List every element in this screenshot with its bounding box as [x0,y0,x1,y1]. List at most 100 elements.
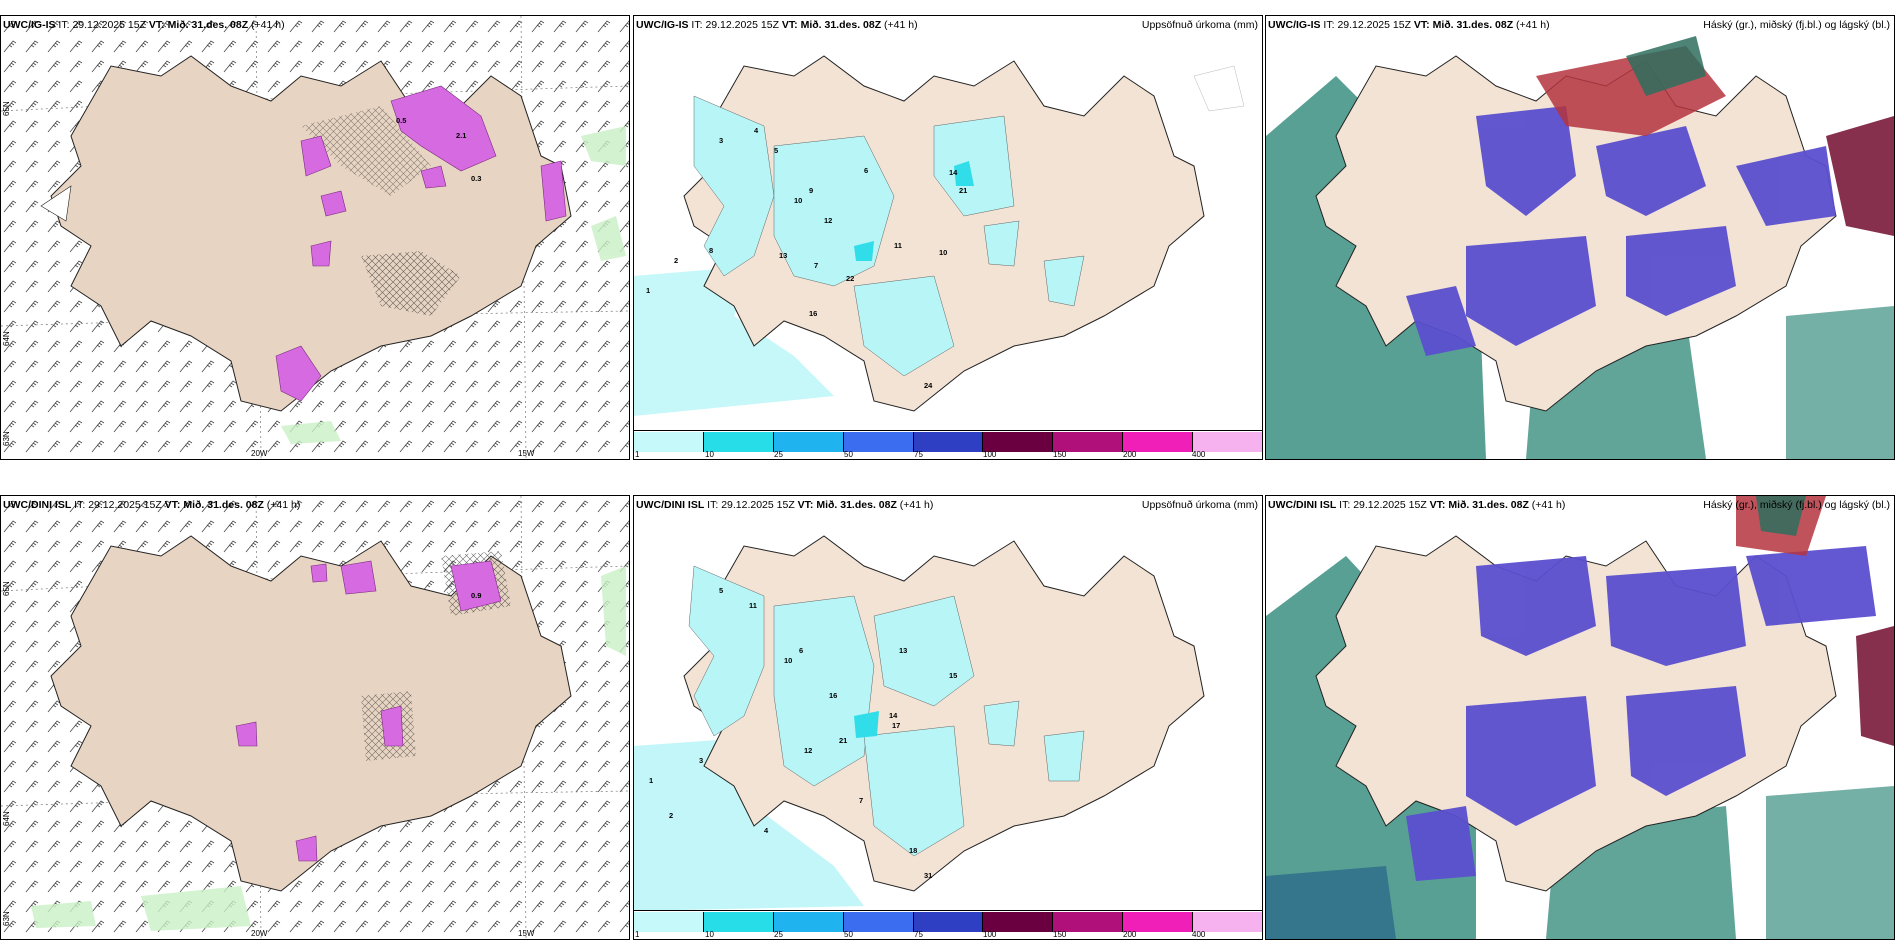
colorbar-tick: 400 [1192,450,1206,459]
precip-value: 4 [764,826,769,835]
precip-value: 14 [889,711,898,720]
precip-value: 13 [899,646,908,655]
precip-map [634,535,1205,911]
colorbar-tick: 150 [1053,930,1067,939]
panel-header: UWC/IG-IS IT: 29.12.2025 15Z VT: Mið. 31… [3,19,285,31]
colorbar-tick: 10 [705,450,714,459]
model-name: UWC/DINI ISL [1268,499,1337,511]
precip-value: 16 [809,309,818,318]
precip-value: 8 [709,246,714,255]
colorbar-tick: 75 [914,930,923,939]
precip-value: 5 [719,586,724,595]
panel-wind-row1: UWC/IG-IS IT: 29.12.2025 15Z VT: Mið. 31… [0,15,630,460]
colorbar-tick: 400 [1192,930,1206,939]
colorbar-swatch [982,912,1053,932]
precip-map [634,55,1245,416]
colorbar-swatch [702,912,773,932]
precip-value: 16 [829,691,838,700]
precip-value: 12 [824,216,833,225]
panel-header: UWC/DINI ISL IT: 29.12.2025 15Z VT: Mið.… [1268,499,1566,511]
wind-value-label: 0.9 [471,591,482,600]
precip-value: 10 [939,248,948,257]
colorbar-swatch [702,432,773,452]
precip-value: 15 [949,671,958,680]
colorbar-swatch [1052,432,1123,452]
lat-label: 63N [2,911,11,926]
precip-value: 22 [846,274,855,283]
precip-value: 4 [754,126,759,135]
cloud-map [1266,496,1894,939]
panel-header: UWC/DINI ISL IT: 29.12.2025 15Z VT: Mið.… [3,499,301,511]
colorbar-swatch [1122,912,1193,932]
lat-label: 65N [2,581,11,596]
panel-precip-row1: UWC/IG-IS IT: 29.12.2025 15Z VT: Mið. 31… [633,15,1263,460]
colorbar-tick: 25 [774,930,783,939]
lon-label: 20W [251,449,268,458]
precip-value: 6 [799,646,804,655]
lon-label: 15W [518,449,535,458]
precip-value: 21 [839,736,848,745]
precip-value: 3 [699,756,704,765]
panel-header: UWC/IG-IS IT: 29.12.2025 15Z VT: Mið. 31… [636,19,918,31]
colorbar-tick: 100 [983,930,997,939]
precip-value: 5 [774,146,779,155]
colorbar-tick: 1 [635,930,640,939]
colorbar-tick: 150 [1053,450,1067,459]
model-name: UWC/DINI ISL [3,499,72,511]
colorbar-swatch [1192,432,1262,452]
wind-value-label: 2.1 [456,131,467,140]
precip-title: Uppsöfnuð úrkoma (mm) [1141,499,1258,511]
precip-value: 31 [924,871,933,880]
precip-value: 12 [804,746,813,755]
panel-cloud-row2: UWC/DINI ISL IT: 29.12.2025 15Z VT: Mið.… [1265,495,1895,940]
precip-value: 1 [649,776,654,785]
precip-value: 21 [959,186,968,195]
panel-precip-row2: UWC/DINI ISL IT: 29.12.2025 15Z VT: Mið.… [633,495,1263,940]
model-name: UWC/IG-IS [3,19,56,31]
colorbar-swatch [912,432,983,452]
wind-value-label: 0.5 [396,116,407,125]
precip-value: 11 [894,241,902,250]
colorbar-tick: 50 [844,930,853,939]
precip-value: 7 [859,796,864,805]
precip-value: 10 [784,656,793,665]
colorbar-swatch [912,912,983,932]
precip-value: 14 [949,168,958,177]
precip-value: 2 [674,256,679,265]
colorbar-tick: 75 [914,450,923,459]
colorbar-swatch [842,912,913,932]
lat-label: 64N [2,811,11,826]
colorbar-swatch [634,912,703,932]
colorbar-swatch [772,432,843,452]
colorbar-tick: 200 [1123,930,1137,939]
precip-value: 7 [814,261,819,270]
colorbar-tick: 1 [635,450,640,459]
lat-label: 65N [2,101,11,116]
precip-value: 6 [864,166,869,175]
precip-value: 13 [779,251,788,260]
precip-value: 1 [646,286,651,295]
precip-title: Uppsöfnuð úrkoma (mm) [1141,19,1258,31]
colorbar-swatch [634,432,703,452]
colorbar-tick: 10 [705,930,714,939]
wind-value-label: 0.3 [471,174,482,183]
colorbar-swatch [772,912,843,932]
wind-map [1,16,629,459]
precip-value: 24 [924,381,933,390]
colorbar-swatch [1192,912,1262,932]
wind-map [1,496,629,939]
precip-value: 17 [892,721,901,730]
precip-value: 9 [809,186,814,195]
colorbar-swatch [1122,432,1193,452]
colorbar-tick: 100 [983,450,997,459]
cloud-map [1266,36,1894,459]
precip-value: 18 [909,846,918,855]
iceland-outline [50,535,572,892]
colorbar: 1 10 25 50 75 100 150 200 400 [634,430,1262,459]
colorbar-swatch [1052,912,1123,932]
lon-label: 15W [518,929,535,938]
precip-value: 11 [749,601,757,610]
precip-value: 3 [719,136,724,145]
model-name: UWC/IG-IS [636,19,689,31]
panel-header: UWC/DINI ISL IT: 29.12.2025 15Z VT: Mið.… [636,499,934,511]
